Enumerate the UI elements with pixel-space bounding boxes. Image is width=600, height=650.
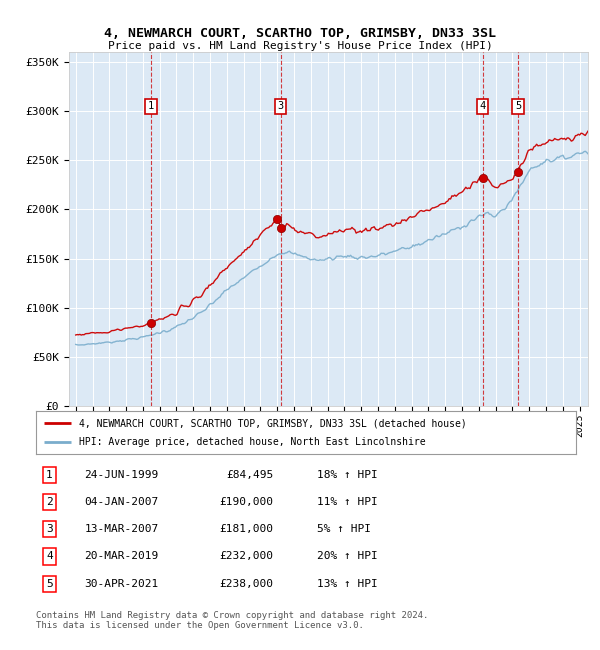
Text: 20-MAR-2019: 20-MAR-2019 <box>85 551 159 562</box>
Text: 5: 5 <box>515 101 521 111</box>
Text: 20% ↑ HPI: 20% ↑ HPI <box>317 551 377 562</box>
Text: £232,000: £232,000 <box>220 551 274 562</box>
Text: Price paid vs. HM Land Registry's House Price Index (HPI): Price paid vs. HM Land Registry's House … <box>107 41 493 51</box>
Text: Contains HM Land Registry data © Crown copyright and database right 2024.
This d: Contains HM Land Registry data © Crown c… <box>36 611 428 630</box>
Text: 1: 1 <box>46 470 53 480</box>
Text: 04-JAN-2007: 04-JAN-2007 <box>85 497 159 507</box>
Text: 4: 4 <box>46 551 53 562</box>
Text: 5: 5 <box>46 578 53 589</box>
Text: 3: 3 <box>46 525 53 534</box>
Text: 4, NEWMARCH COURT, SCARTHO TOP, GRIMSBY, DN33 3SL: 4, NEWMARCH COURT, SCARTHO TOP, GRIMSBY,… <box>104 27 496 40</box>
Text: 11% ↑ HPI: 11% ↑ HPI <box>317 497 377 507</box>
Text: 13% ↑ HPI: 13% ↑ HPI <box>317 578 377 589</box>
Text: 4: 4 <box>479 101 485 111</box>
Text: HPI: Average price, detached house, North East Lincolnshire: HPI: Average price, detached house, Nort… <box>79 437 426 447</box>
Text: 5% ↑ HPI: 5% ↑ HPI <box>317 525 371 534</box>
Text: £190,000: £190,000 <box>220 497 274 507</box>
Text: 18% ↑ HPI: 18% ↑ HPI <box>317 470 377 480</box>
Text: £84,495: £84,495 <box>226 470 274 480</box>
Text: 24-JUN-1999: 24-JUN-1999 <box>85 470 159 480</box>
Text: 3: 3 <box>278 101 284 111</box>
Text: 2: 2 <box>46 497 53 507</box>
Text: 1: 1 <box>148 101 154 111</box>
Text: £181,000: £181,000 <box>220 525 274 534</box>
Text: 4, NEWMARCH COURT, SCARTHO TOP, GRIMSBY, DN33 3SL (detached house): 4, NEWMARCH COURT, SCARTHO TOP, GRIMSBY,… <box>79 419 467 428</box>
Text: 30-APR-2021: 30-APR-2021 <box>85 578 159 589</box>
Text: 13-MAR-2007: 13-MAR-2007 <box>85 525 159 534</box>
Text: £238,000: £238,000 <box>220 578 274 589</box>
